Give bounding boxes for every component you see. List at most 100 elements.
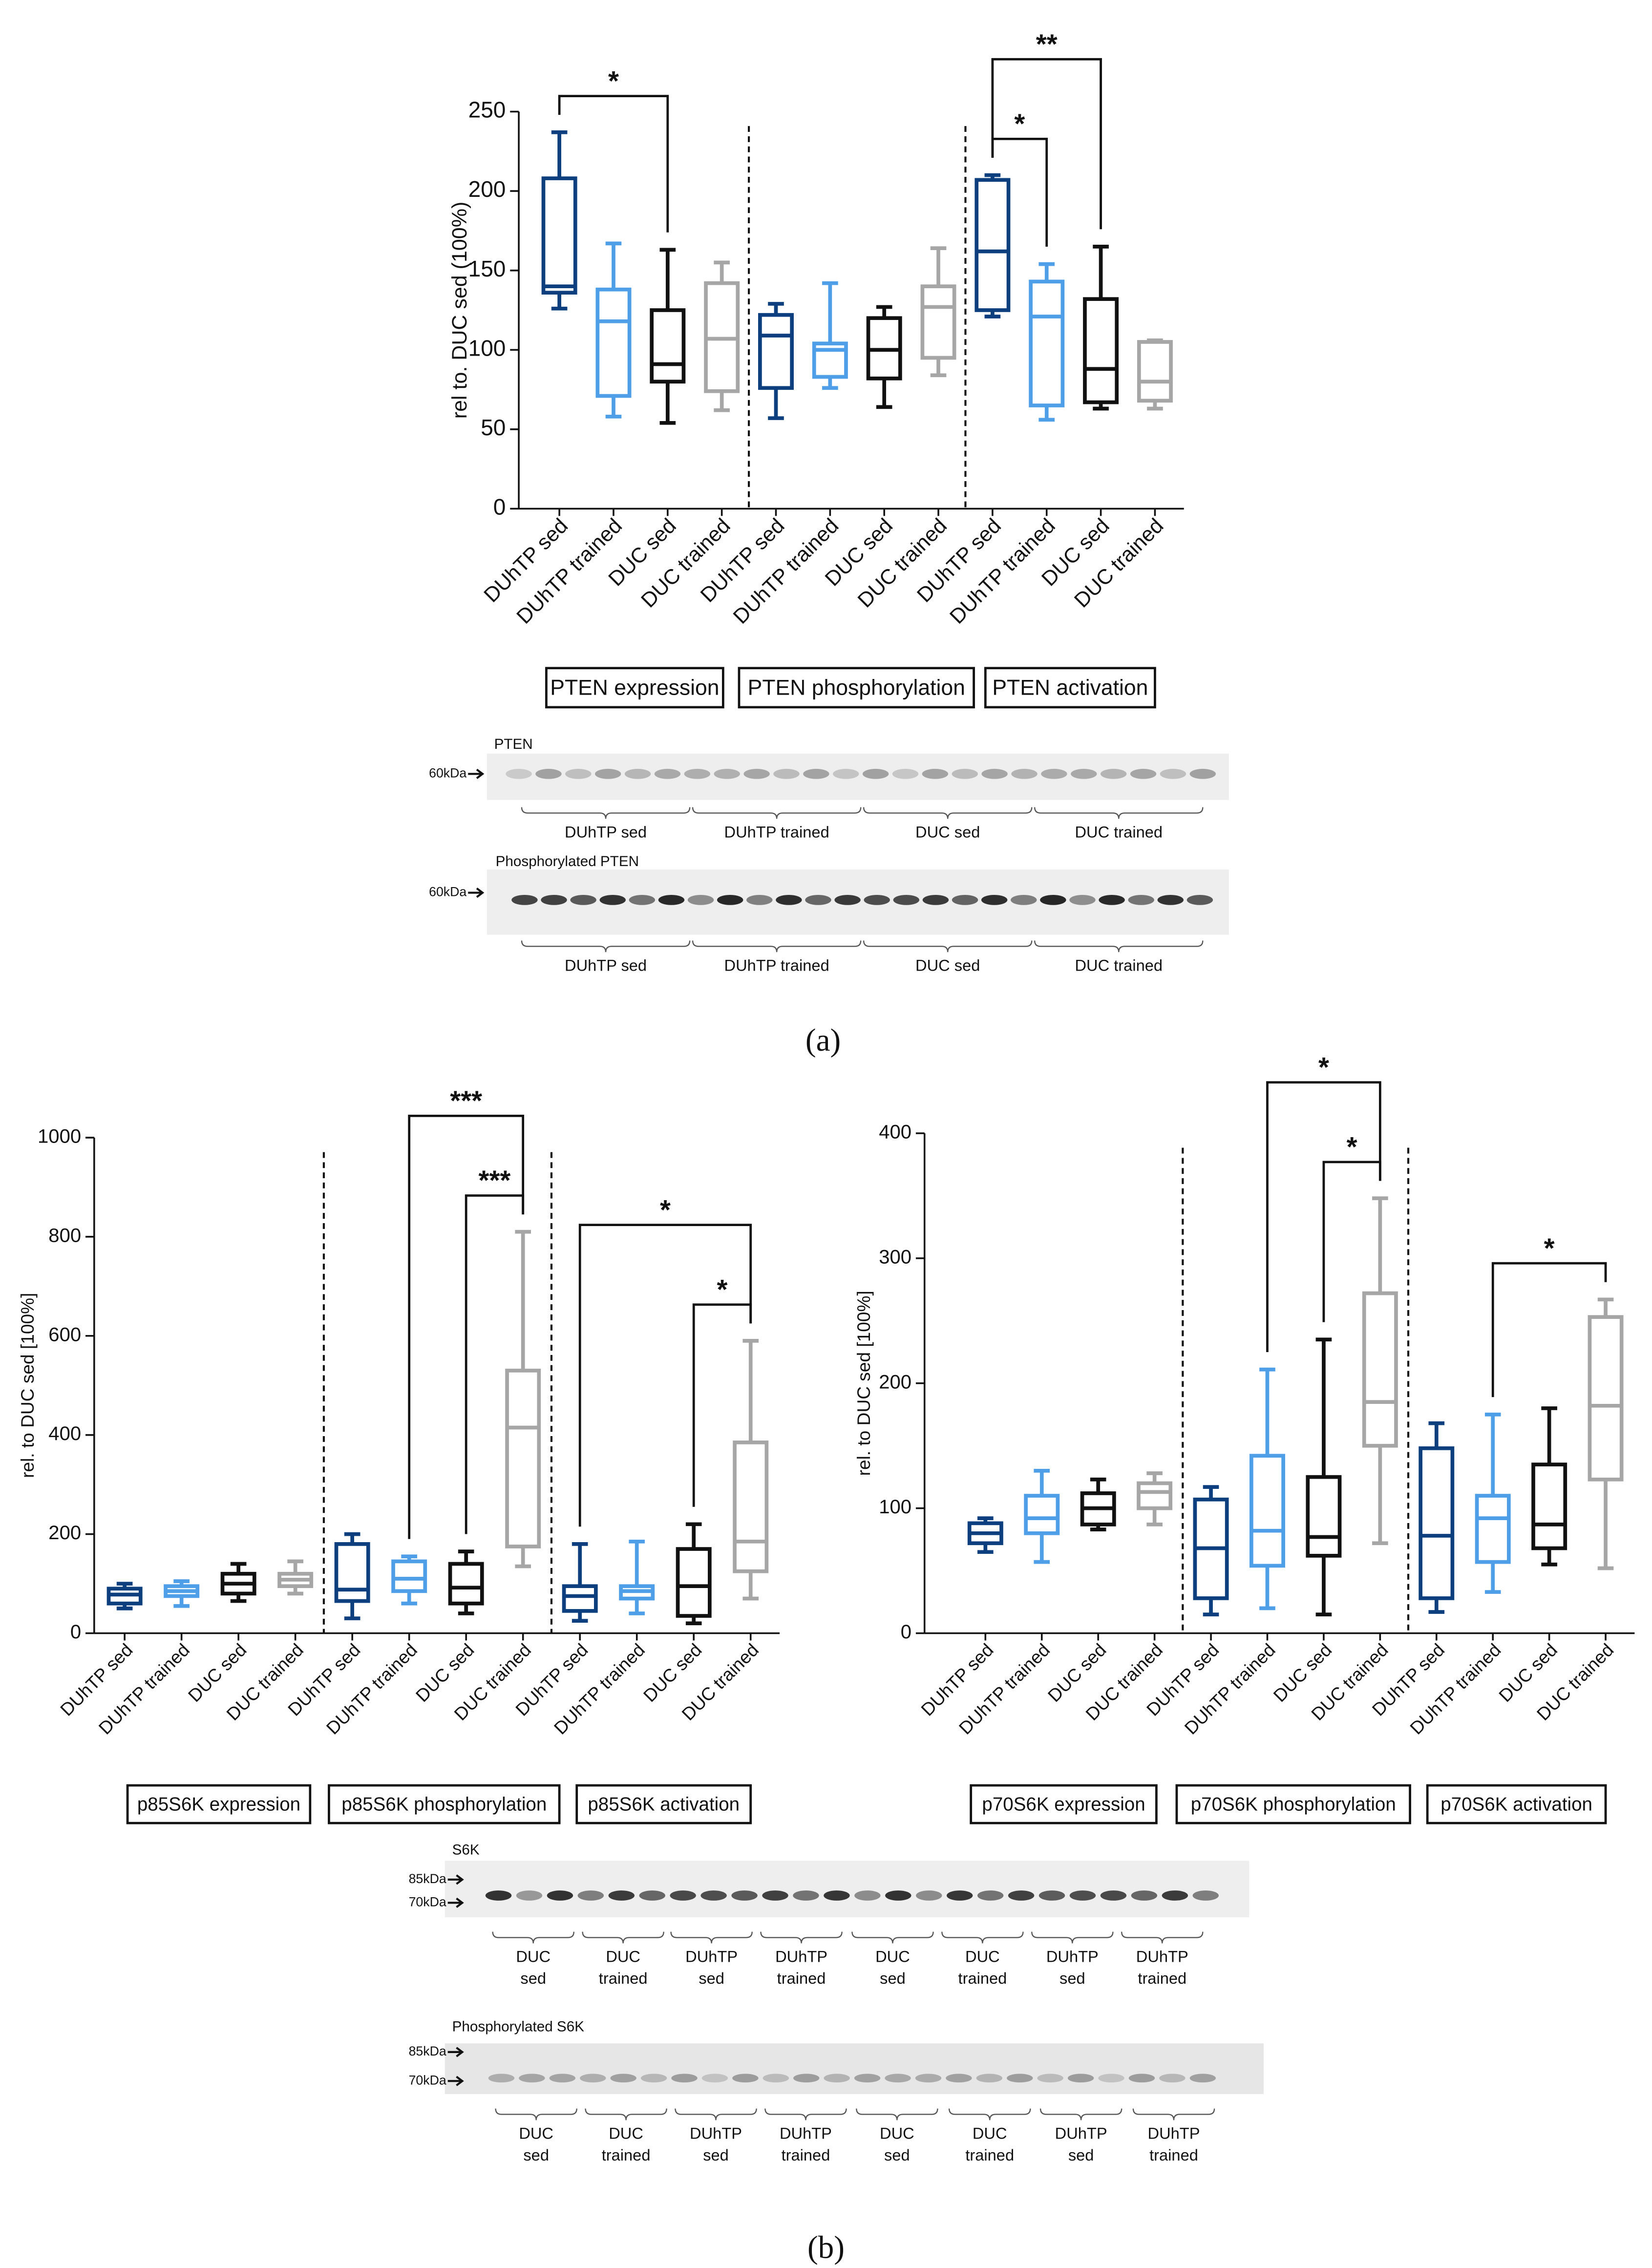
blot-band: [1011, 768, 1038, 779]
blot-band: [1067, 2074, 1094, 2083]
blot-band: [1160, 768, 1186, 779]
group-label: p70S6K expression: [982, 1794, 1145, 1815]
blot-band: [1008, 1890, 1035, 1901]
group-brace: [1034, 807, 1204, 819]
group-label: p70S6K phosphorylation: [1191, 1794, 1396, 1815]
blot-band: [864, 895, 890, 905]
box: [1083, 297, 1119, 404]
group-brace: [585, 2108, 667, 2120]
blot-band: [1069, 1890, 1096, 1901]
group-label: DUC sed: [915, 823, 980, 841]
group-brace: [1039, 2108, 1123, 2120]
group-label: DUhTP: [1055, 2124, 1107, 2142]
blot-title: Phosphorylated S6K: [452, 2018, 585, 2035]
blot-band: [834, 895, 861, 905]
blot-band: [1041, 768, 1067, 779]
blot-band: [805, 895, 831, 905]
group-label-box: [984, 667, 1156, 709]
blot-band: [595, 768, 621, 779]
group-label: p85S6K phosphorylation: [341, 1794, 547, 1815]
box: [562, 1584, 598, 1613]
group-label: p70S6K activation: [1440, 1794, 1592, 1815]
blot-band: [922, 768, 949, 779]
significance-label: *: [717, 1274, 728, 1305]
significance-label: *: [1544, 1232, 1555, 1263]
blot-band: [1192, 1890, 1219, 1901]
box: [676, 1547, 712, 1618]
box: [920, 284, 956, 360]
y-tick-label: 600: [48, 1324, 81, 1345]
group-label: sed: [703, 2146, 729, 2164]
group-label: DUhTP: [775, 1948, 827, 1966]
group-brace: [948, 2108, 1031, 2120]
blot-band: [762, 2074, 789, 2083]
blot-band: [776, 895, 802, 905]
group-label: DUC trained: [1075, 956, 1163, 974]
group-brace: [941, 1931, 1024, 1944]
significance-label: ***: [479, 1165, 511, 1196]
marker-label: 70kDa: [409, 2073, 446, 2087]
blot-band: [1099, 895, 1125, 905]
box: [1588, 1315, 1624, 1482]
group-brace: [692, 807, 862, 819]
blot-band: [608, 1890, 635, 1901]
group-label: PTEN phosphorylation: [748, 676, 965, 699]
group-label: DUhTP sed: [565, 823, 647, 841]
y-tick-label: 400: [48, 1423, 81, 1444]
group-label: sed: [1059, 1969, 1085, 1987]
marker-label: 70kDa: [409, 1894, 446, 1909]
blot-band: [506, 768, 532, 779]
group-label: sed: [880, 1969, 906, 1987]
significance-label: **: [1036, 28, 1058, 59]
significance-label: ***: [450, 1085, 482, 1116]
blot-band: [981, 895, 1008, 905]
group-label-box: [1175, 1784, 1411, 1824]
blot-band: [511, 895, 538, 905]
group-label: DUhTP trained: [724, 823, 829, 841]
y-tick-label: 400: [879, 1122, 911, 1143]
blot-band: [1128, 895, 1154, 905]
group-label: DUhTP: [690, 2124, 742, 2142]
blot-band: [746, 895, 773, 905]
group-label: DUC: [973, 2124, 1007, 2142]
blot-band: [654, 768, 681, 779]
blot-band: [610, 2074, 636, 2083]
group-label: trained: [965, 2146, 1014, 2164]
group-label: trained: [782, 2146, 830, 2164]
box: [650, 308, 686, 384]
marker-arrow: [468, 768, 485, 779]
blot-band: [854, 2074, 881, 2083]
panel-label: (a): [805, 1023, 841, 1058]
blot-band: [916, 1890, 942, 1901]
marker-arrow: [447, 1897, 464, 1908]
western-blot: Phosphorylated S6K 85kDa 70kDa DUC sed DUC tra…: [409, 2018, 1264, 2164]
blot-title: Phosphorylated PTEN: [496, 853, 639, 869]
group-brace: [851, 1931, 934, 1944]
y-tick-label: 800: [48, 1225, 81, 1246]
group-brace: [582, 1931, 664, 1944]
box: [448, 1562, 484, 1606]
group-label: DUhTP: [1148, 2124, 1200, 2142]
marker-label: 85kDa: [409, 1871, 446, 1886]
y-axis-label: rel. to DUC sed [100%]: [853, 1291, 874, 1476]
group-label: DUhTP: [1046, 1948, 1099, 1966]
y-tick-label: 250: [468, 97, 506, 123]
western-blot: Phosphorylated PTEN 60kDa DUhTP sed DUhTP t…: [429, 853, 1229, 974]
group-label: DUC trained: [1075, 823, 1163, 841]
blot-band: [1037, 2074, 1063, 2083]
group-label: PTEN activation: [992, 676, 1148, 699]
box: [1419, 1446, 1455, 1600]
blot-band: [803, 768, 829, 779]
group-label: sed: [884, 2146, 910, 2164]
box: [1249, 1454, 1285, 1568]
marker-label: 60kDa: [429, 885, 466, 899]
group-label-box: [1426, 1784, 1607, 1824]
group-label: trained: [602, 2146, 651, 2164]
blot-band: [717, 895, 743, 905]
significance-bracket: [578, 1224, 752, 1527]
y-tick-label: 0: [70, 1621, 81, 1643]
blot-band: [485, 1890, 512, 1901]
group-brace: [670, 1931, 753, 1944]
